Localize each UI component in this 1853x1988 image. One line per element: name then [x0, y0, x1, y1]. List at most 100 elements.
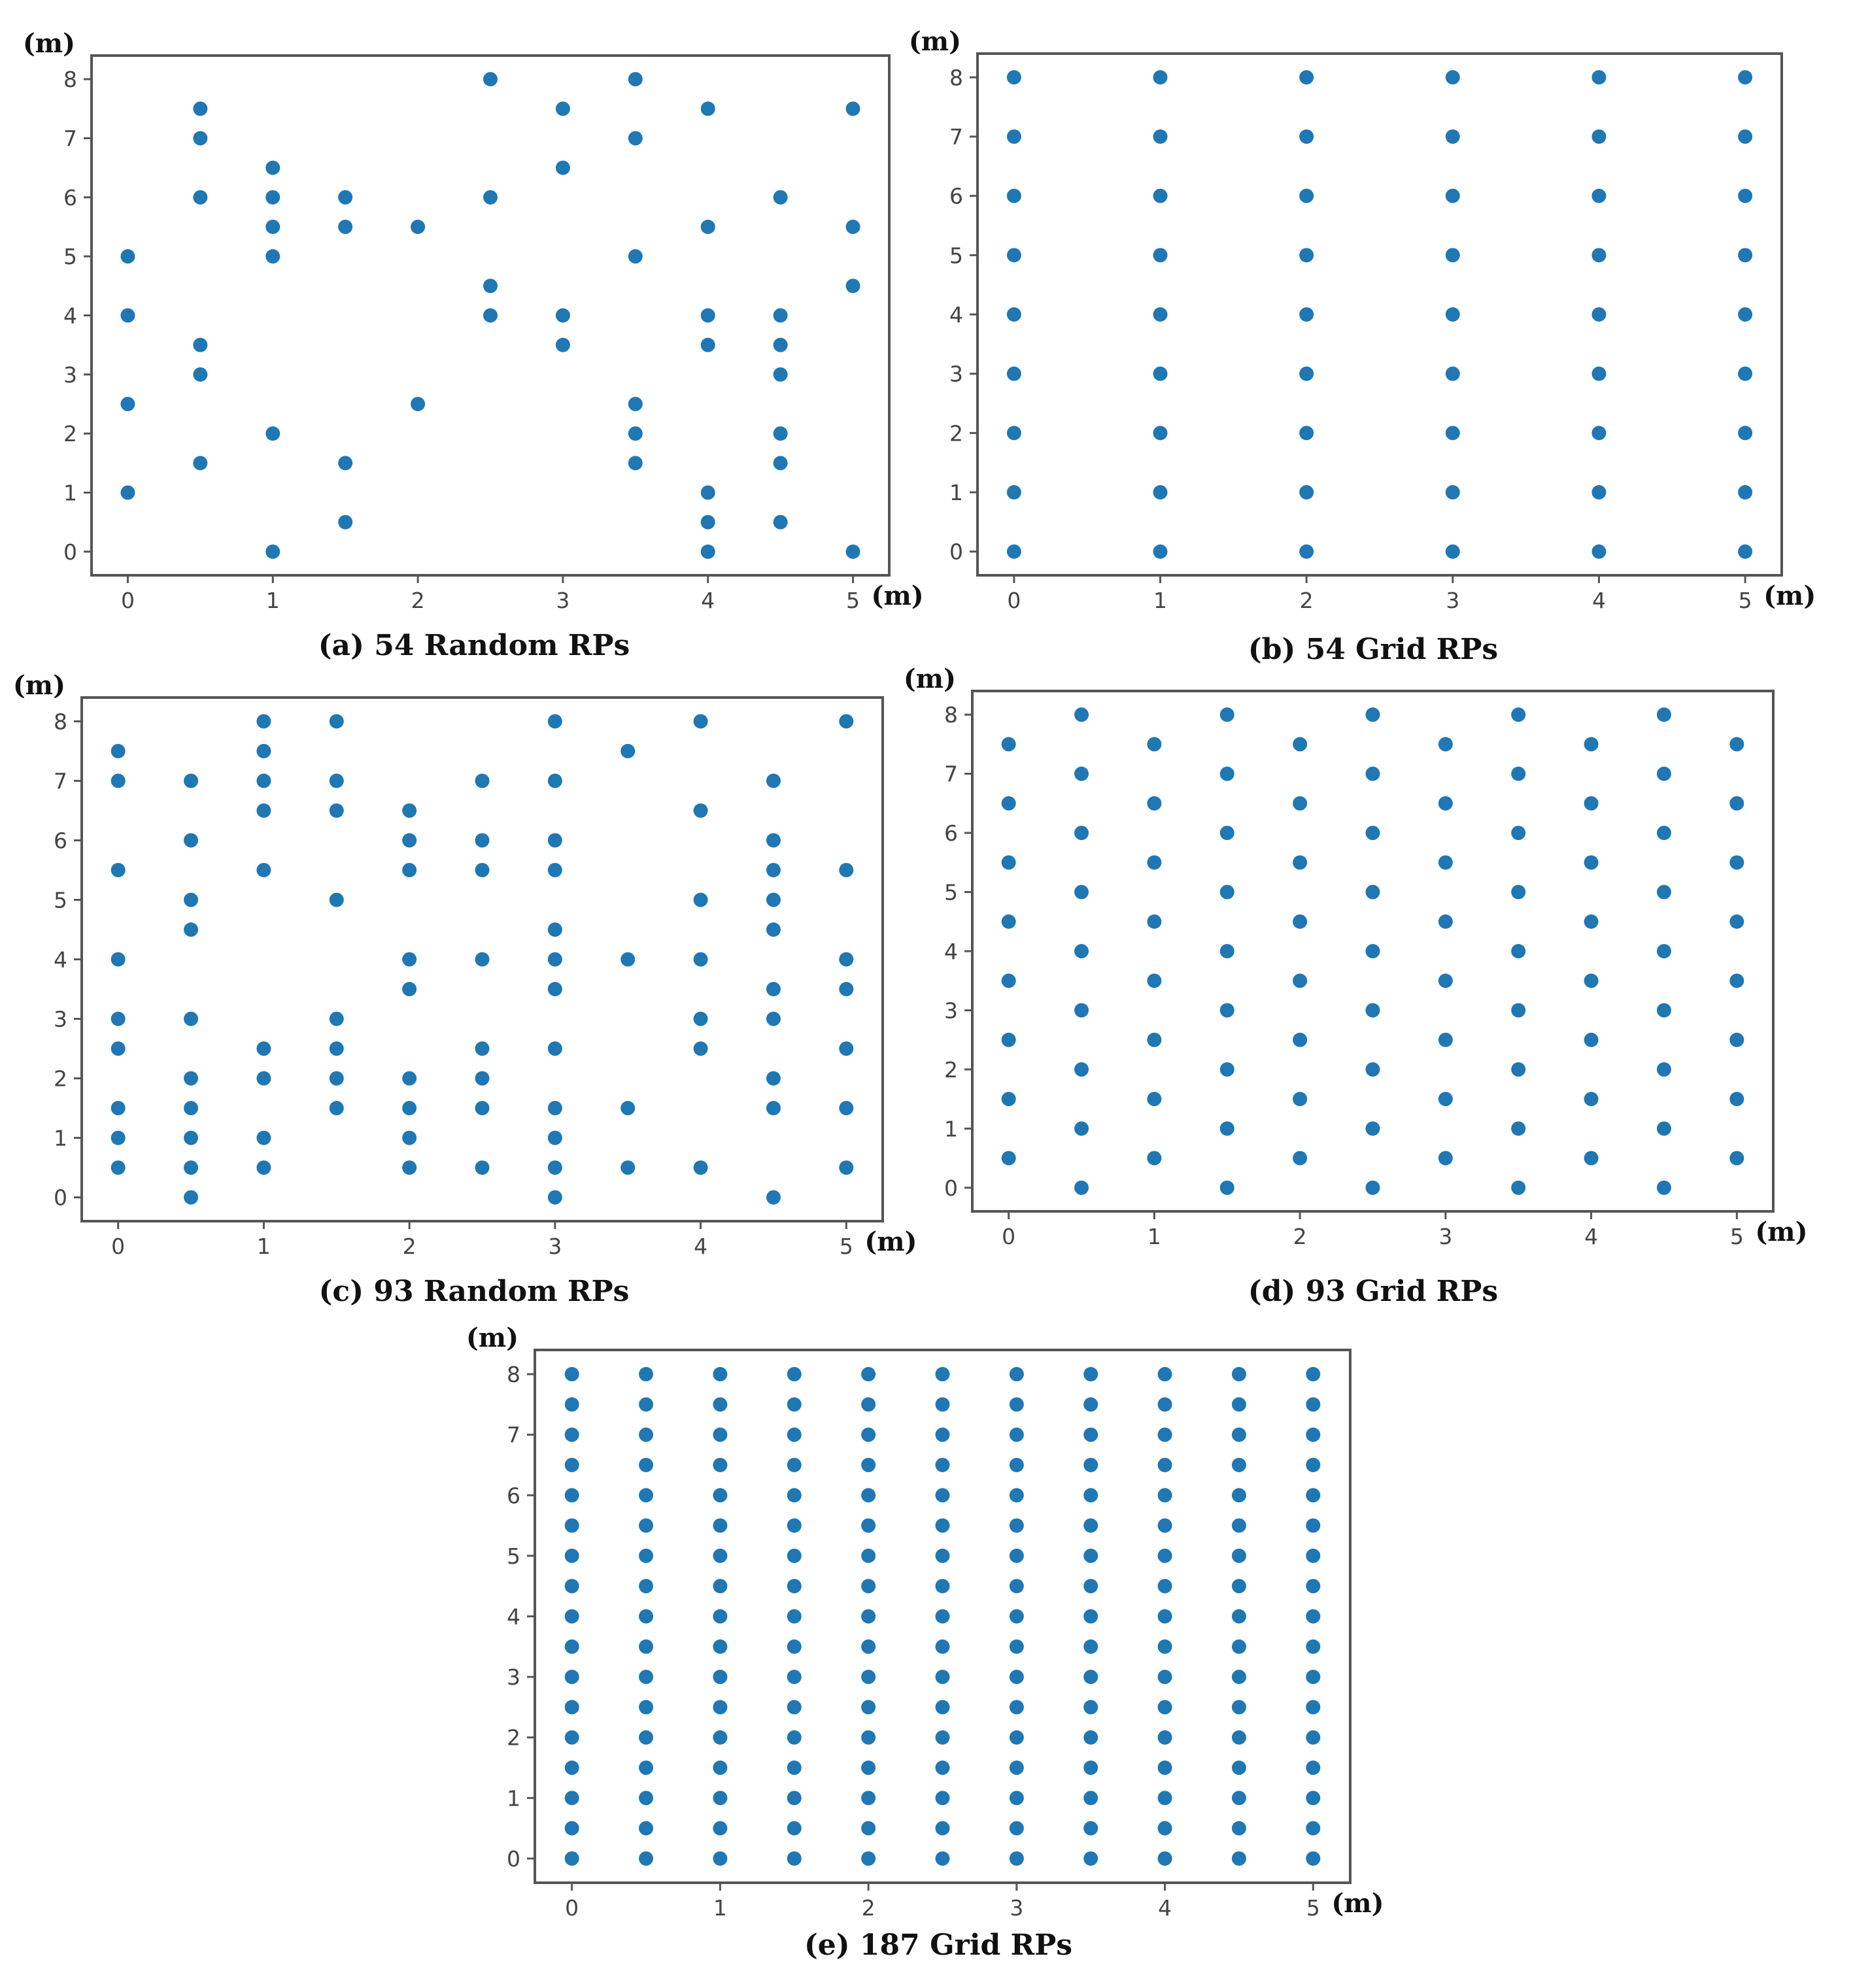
data-point-e [1231, 1609, 1246, 1624]
data-point-d [1729, 914, 1744, 929]
data-point-c [402, 1101, 417, 1116]
data-point-d [1656, 1003, 1671, 1018]
data-point-c [184, 922, 199, 937]
data-point-a [773, 426, 788, 441]
data-point-e [787, 1639, 802, 1654]
data-point-e [1157, 1670, 1172, 1685]
data-point-e [1231, 1851, 1246, 1866]
data-point-e [787, 1548, 802, 1563]
data-point-b [1299, 307, 1314, 322]
data-point-c [402, 1071, 417, 1086]
y-tick-label-c: 8 [54, 709, 67, 734]
data-point-d [1729, 1032, 1744, 1047]
data-point-e [639, 1548, 654, 1563]
data-point-c [256, 773, 271, 788]
data-point-b [1445, 248, 1460, 263]
data-point-e [1306, 1579, 1321, 1594]
data-point-b [1738, 426, 1753, 441]
data-point-b [1591, 188, 1606, 203]
data-point-b [1299, 248, 1314, 263]
data-point-e [713, 1761, 728, 1776]
data-point-b [1299, 188, 1314, 203]
data-point-e [1083, 1791, 1098, 1806]
data-point-e [564, 1609, 579, 1624]
data-point-e [1083, 1579, 1098, 1594]
data-point-e [1009, 1821, 1024, 1836]
data-point-b [1591, 485, 1606, 500]
data-point-d [1219, 1121, 1234, 1136]
data-point-e [861, 1488, 876, 1503]
data-point-e [564, 1367, 579, 1382]
data-point-a [265, 249, 280, 264]
data-point-e [787, 1488, 802, 1503]
data-point-c [766, 1011, 781, 1026]
data-point-e [861, 1700, 876, 1715]
x-tick-label-b: 4 [1592, 588, 1606, 613]
panel-e-187-grid: (e) 187 Grid RPs 0 1 2 3 4 5 0 1 2 3 4 5 6 7 8 (m) (m) [466, 1323, 1384, 1962]
data-point-c [766, 1071, 781, 1086]
data-point-d [1656, 884, 1671, 900]
data-point-e [1157, 1639, 1172, 1654]
data-point-b [1153, 426, 1168, 441]
y-tick-label-e: 3 [507, 1664, 520, 1690]
data-point-d [1365, 1003, 1380, 1018]
data-point-e [861, 1761, 876, 1776]
data-point-d [1147, 1092, 1162, 1107]
data-point-e [1009, 1488, 1024, 1503]
data-point-a [265, 219, 280, 234]
y-tick-label-b: 0 [949, 539, 963, 565]
data-point-e [1157, 1457, 1172, 1472]
data-point-c [766, 862, 781, 877]
data-point-d [1438, 796, 1453, 811]
data-point-c [475, 952, 490, 967]
y-tick-label-e: 0 [507, 1846, 520, 1872]
data-point-c [329, 1101, 344, 1116]
data-point-c [475, 862, 490, 877]
data-point-a [193, 101, 208, 116]
data-point-e [935, 1730, 950, 1745]
data-point-a [700, 219, 715, 234]
x-tick-label-b: 0 [1007, 588, 1021, 613]
data-point-e [935, 1700, 950, 1715]
x-tick-label-c: 4 [694, 1234, 707, 1259]
data-point-d [1219, 1062, 1234, 1077]
data-point-a [193, 131, 208, 146]
data-point-e [861, 1639, 876, 1654]
y-tick-label-d: 0 [944, 1175, 958, 1201]
data-point-e [787, 1609, 802, 1624]
data-point-c [329, 1071, 344, 1086]
data-point-e [1083, 1427, 1098, 1442]
y-tick-label-b: 5 [949, 243, 963, 268]
data-point-e [1083, 1670, 1098, 1685]
data-point-e [1306, 1851, 1321, 1866]
data-point-b [1153, 544, 1168, 559]
data-point-c [766, 773, 781, 788]
data-point-e [564, 1488, 579, 1503]
data-point-b [1006, 129, 1021, 144]
data-point-e [787, 1518, 802, 1533]
y-axis-unit-c: (m) [13, 670, 65, 701]
data-point-e [787, 1791, 802, 1806]
data-point-a [700, 514, 715, 530]
data-point-e [564, 1821, 579, 1836]
caption-d: (d) 93 Grid RPs [1248, 1275, 1498, 1308]
caption-e: (e) 187 Grid RPs [804, 1929, 1072, 1962]
data-point-d [1001, 737, 1016, 752]
data-point-e [713, 1367, 728, 1382]
y-axis-unit-d: (m) [904, 664, 956, 694]
data-point-d [1074, 826, 1089, 841]
data-point-d [1438, 855, 1453, 870]
data-point-a [483, 278, 498, 294]
y-tick-label-a: 8 [63, 67, 77, 92]
data-point-e [564, 1579, 579, 1594]
data-point-e [713, 1821, 728, 1836]
data-point-e [639, 1579, 654, 1594]
data-point-d [1147, 737, 1162, 752]
data-point-c [547, 862, 562, 877]
data-point-e [1306, 1518, 1321, 1533]
x-tick-label-e: 3 [1010, 1895, 1023, 1921]
y-tick-label-e: 7 [507, 1423, 520, 1448]
data-point-e [564, 1761, 579, 1776]
x-tick-label-a: 2 [411, 588, 425, 613]
data-point-c [402, 1160, 417, 1175]
